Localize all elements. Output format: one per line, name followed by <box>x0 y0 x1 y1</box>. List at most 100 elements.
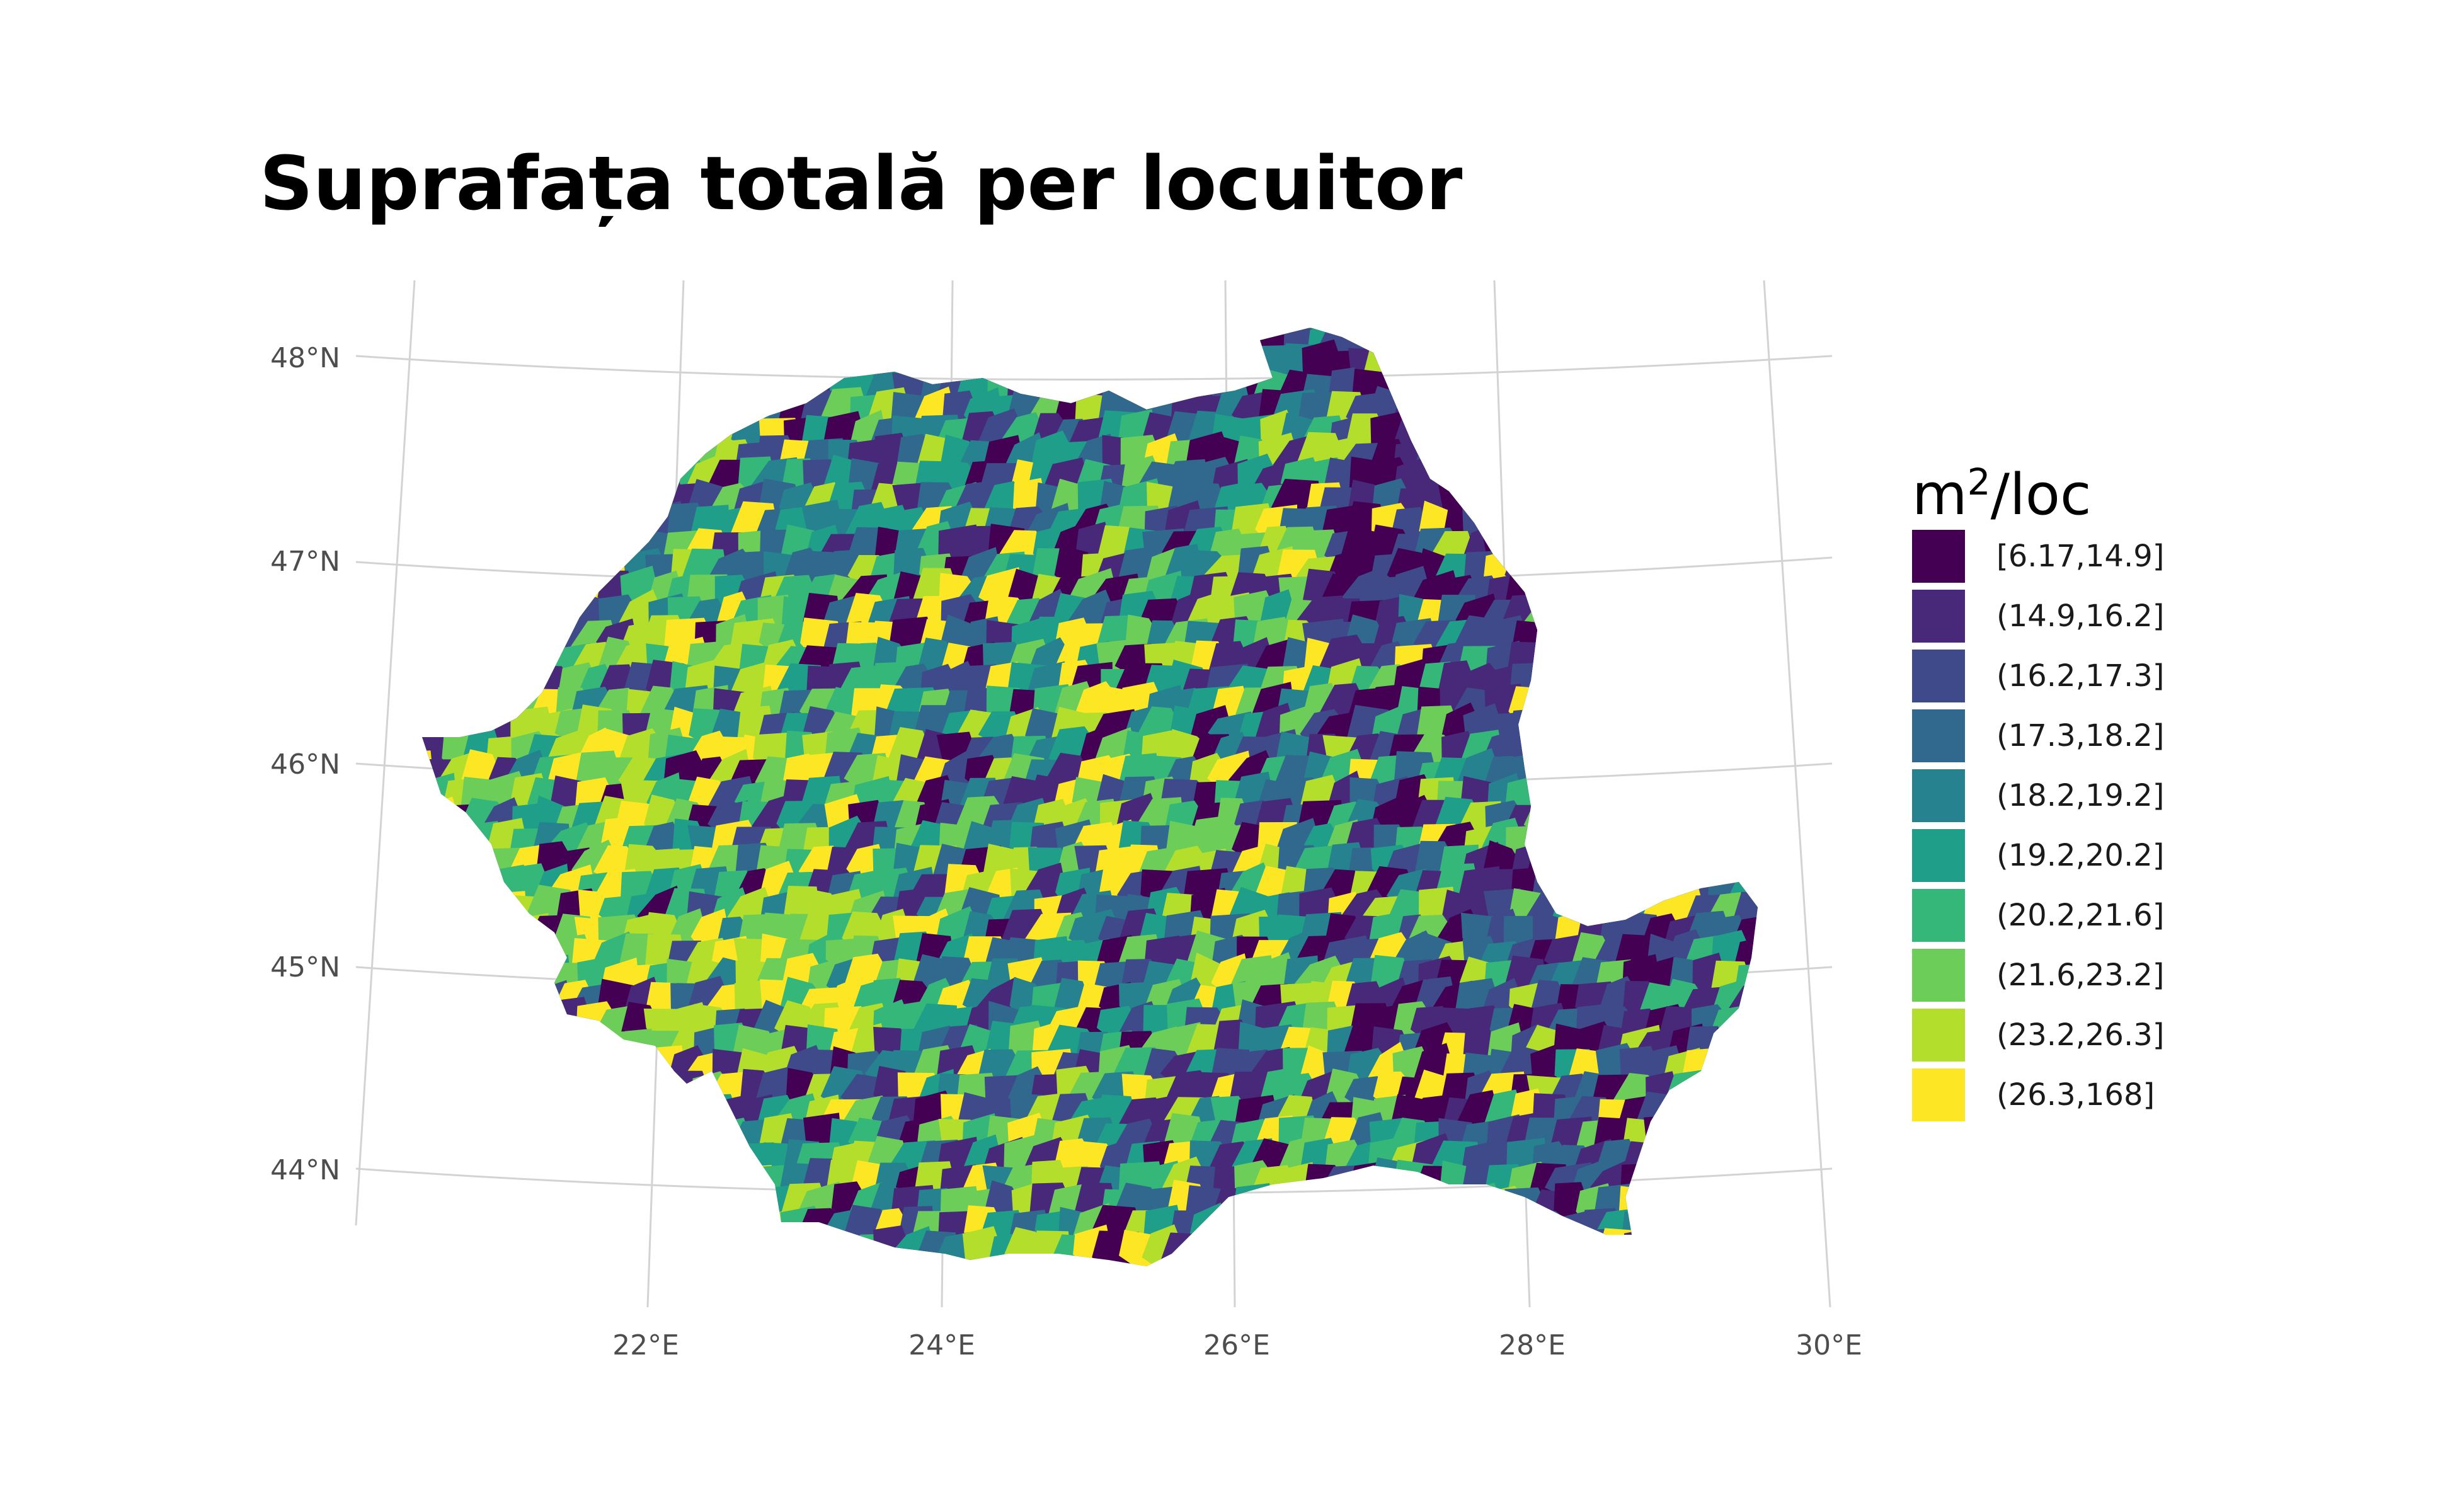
municipality-cell <box>1644 433 1687 484</box>
municipality-cell <box>441 592 487 641</box>
municipality-cell <box>1162 328 1206 372</box>
municipality-cell <box>1598 520 1639 576</box>
municipality-cell <box>1734 1184 1758 1227</box>
municipality-cell <box>1685 504 1737 545</box>
municipality-cell <box>530 503 574 546</box>
municipality-cell <box>1281 1189 1324 1225</box>
municipality-cell <box>1528 343 1569 387</box>
municipality-cell <box>915 328 963 372</box>
municipality-cell <box>1098 328 1138 346</box>
municipality-cell <box>707 1163 759 1206</box>
municipality-cell <box>1638 488 1689 525</box>
municipality-cell <box>444 1158 490 1204</box>
municipality-cell <box>1667 638 1709 688</box>
municipality-cell <box>642 328 692 372</box>
municipality-cell <box>549 1141 601 1181</box>
municipality-cell <box>1552 621 1596 658</box>
municipality-cell <box>1479 340 1532 393</box>
municipality-cell <box>734 1206 775 1253</box>
municipality-cell <box>422 592 464 643</box>
municipality-cell <box>1439 344 1483 396</box>
municipality-cell <box>667 1208 704 1251</box>
municipality-cell <box>501 438 554 485</box>
municipality-cell <box>577 1049 620 1095</box>
municipality-cell <box>1686 389 1735 434</box>
municipality-cell <box>422 570 434 619</box>
municipality-cell <box>527 390 578 436</box>
municipality-cell <box>1141 328 1191 351</box>
municipality-cell <box>802 343 844 387</box>
municipality-cell <box>801 1232 845 1266</box>
municipality-cell <box>733 1184 781 1230</box>
municipality-cell <box>422 547 435 595</box>
municipality-cell <box>1532 781 1577 820</box>
legend: m2/loc [6.17,14.9] (14.9,16.2] (16.2,17.… <box>1912 444 2164 1125</box>
municipality-cell <box>1484 437 1528 479</box>
legend-label: (14.9,16.2] <box>1996 598 2165 634</box>
municipality-cell <box>1233 1183 1281 1234</box>
municipality-cell <box>1210 328 1256 348</box>
municipality-cell <box>1735 1228 1758 1266</box>
legend-swatch <box>1912 589 1965 643</box>
municipality-cell <box>620 439 668 487</box>
municipality-cell <box>1598 825 1636 866</box>
municipality-cell <box>1618 735 1661 777</box>
municipality-cell <box>1641 1185 1685 1228</box>
municipality-cell <box>1621 433 1667 480</box>
municipality-cell <box>1731 328 1758 349</box>
municipality-cell <box>1532 390 1579 437</box>
municipality-cell <box>622 1071 665 1116</box>
municipality-cell <box>442 893 479 937</box>
municipality-cell <box>422 369 440 415</box>
municipality-cell <box>1668 755 1709 794</box>
municipality-cell <box>577 1232 619 1266</box>
municipality-cell <box>1643 679 1688 733</box>
municipality-cell <box>422 1121 444 1166</box>
municipality-cell <box>422 658 457 709</box>
municipality-cell <box>577 1112 619 1162</box>
municipality-cell <box>442 1138 481 1180</box>
municipality-cell <box>572 1077 624 1114</box>
municipality-cell <box>1622 508 1659 546</box>
municipality-cell <box>754 1231 803 1266</box>
municipality-cell <box>1681 820 1735 866</box>
municipality-cell <box>457 365 513 414</box>
municipality-cell <box>1620 709 1663 755</box>
municipality-cell <box>683 1188 733 1230</box>
municipality-cell <box>1708 1050 1751 1096</box>
municipality-cell <box>1732 845 1758 888</box>
municipality-cell <box>1068 328 1116 346</box>
municipality-cell <box>1232 328 1282 341</box>
municipality-cell <box>1647 841 1683 891</box>
legend-title: m2/loc <box>1912 444 2164 528</box>
legend-item: (26.3,168] <box>1912 1065 2164 1125</box>
municipality-cell <box>1574 328 1615 345</box>
municipality-cell <box>1683 1140 1729 1186</box>
municipality-cell <box>573 1096 625 1139</box>
municipality-cell <box>1620 553 1659 592</box>
municipality-cell <box>512 998 549 1050</box>
municipality-cell <box>1418 410 1455 462</box>
municipality-cell <box>1704 594 1756 641</box>
municipality-cell <box>1639 794 1691 844</box>
municipality-cell <box>597 505 641 544</box>
municipality-cell <box>1210 348 1252 389</box>
municipality-cell <box>1370 1235 1412 1266</box>
municipality-cell <box>668 1223 709 1266</box>
municipality-cell <box>422 884 464 937</box>
municipality-cell <box>465 433 511 483</box>
municipality-cell <box>1595 847 1637 890</box>
municipality-cell <box>485 576 535 613</box>
municipality-cell <box>1659 617 1706 663</box>
municipality-cell <box>422 978 461 1028</box>
municipality-cell <box>529 1076 578 1117</box>
municipality-cell <box>1387 328 1433 365</box>
lon-tick-label: 28°E <box>1499 1329 1566 1361</box>
municipality-cell <box>1547 801 1599 839</box>
municipality-cell <box>479 980 525 1021</box>
municipality-cell <box>822 1234 866 1266</box>
municipality-cell <box>1661 391 1706 440</box>
municipality-cell <box>1574 500 1622 546</box>
municipality-cell <box>685 328 728 367</box>
municipality-cell <box>433 480 489 522</box>
